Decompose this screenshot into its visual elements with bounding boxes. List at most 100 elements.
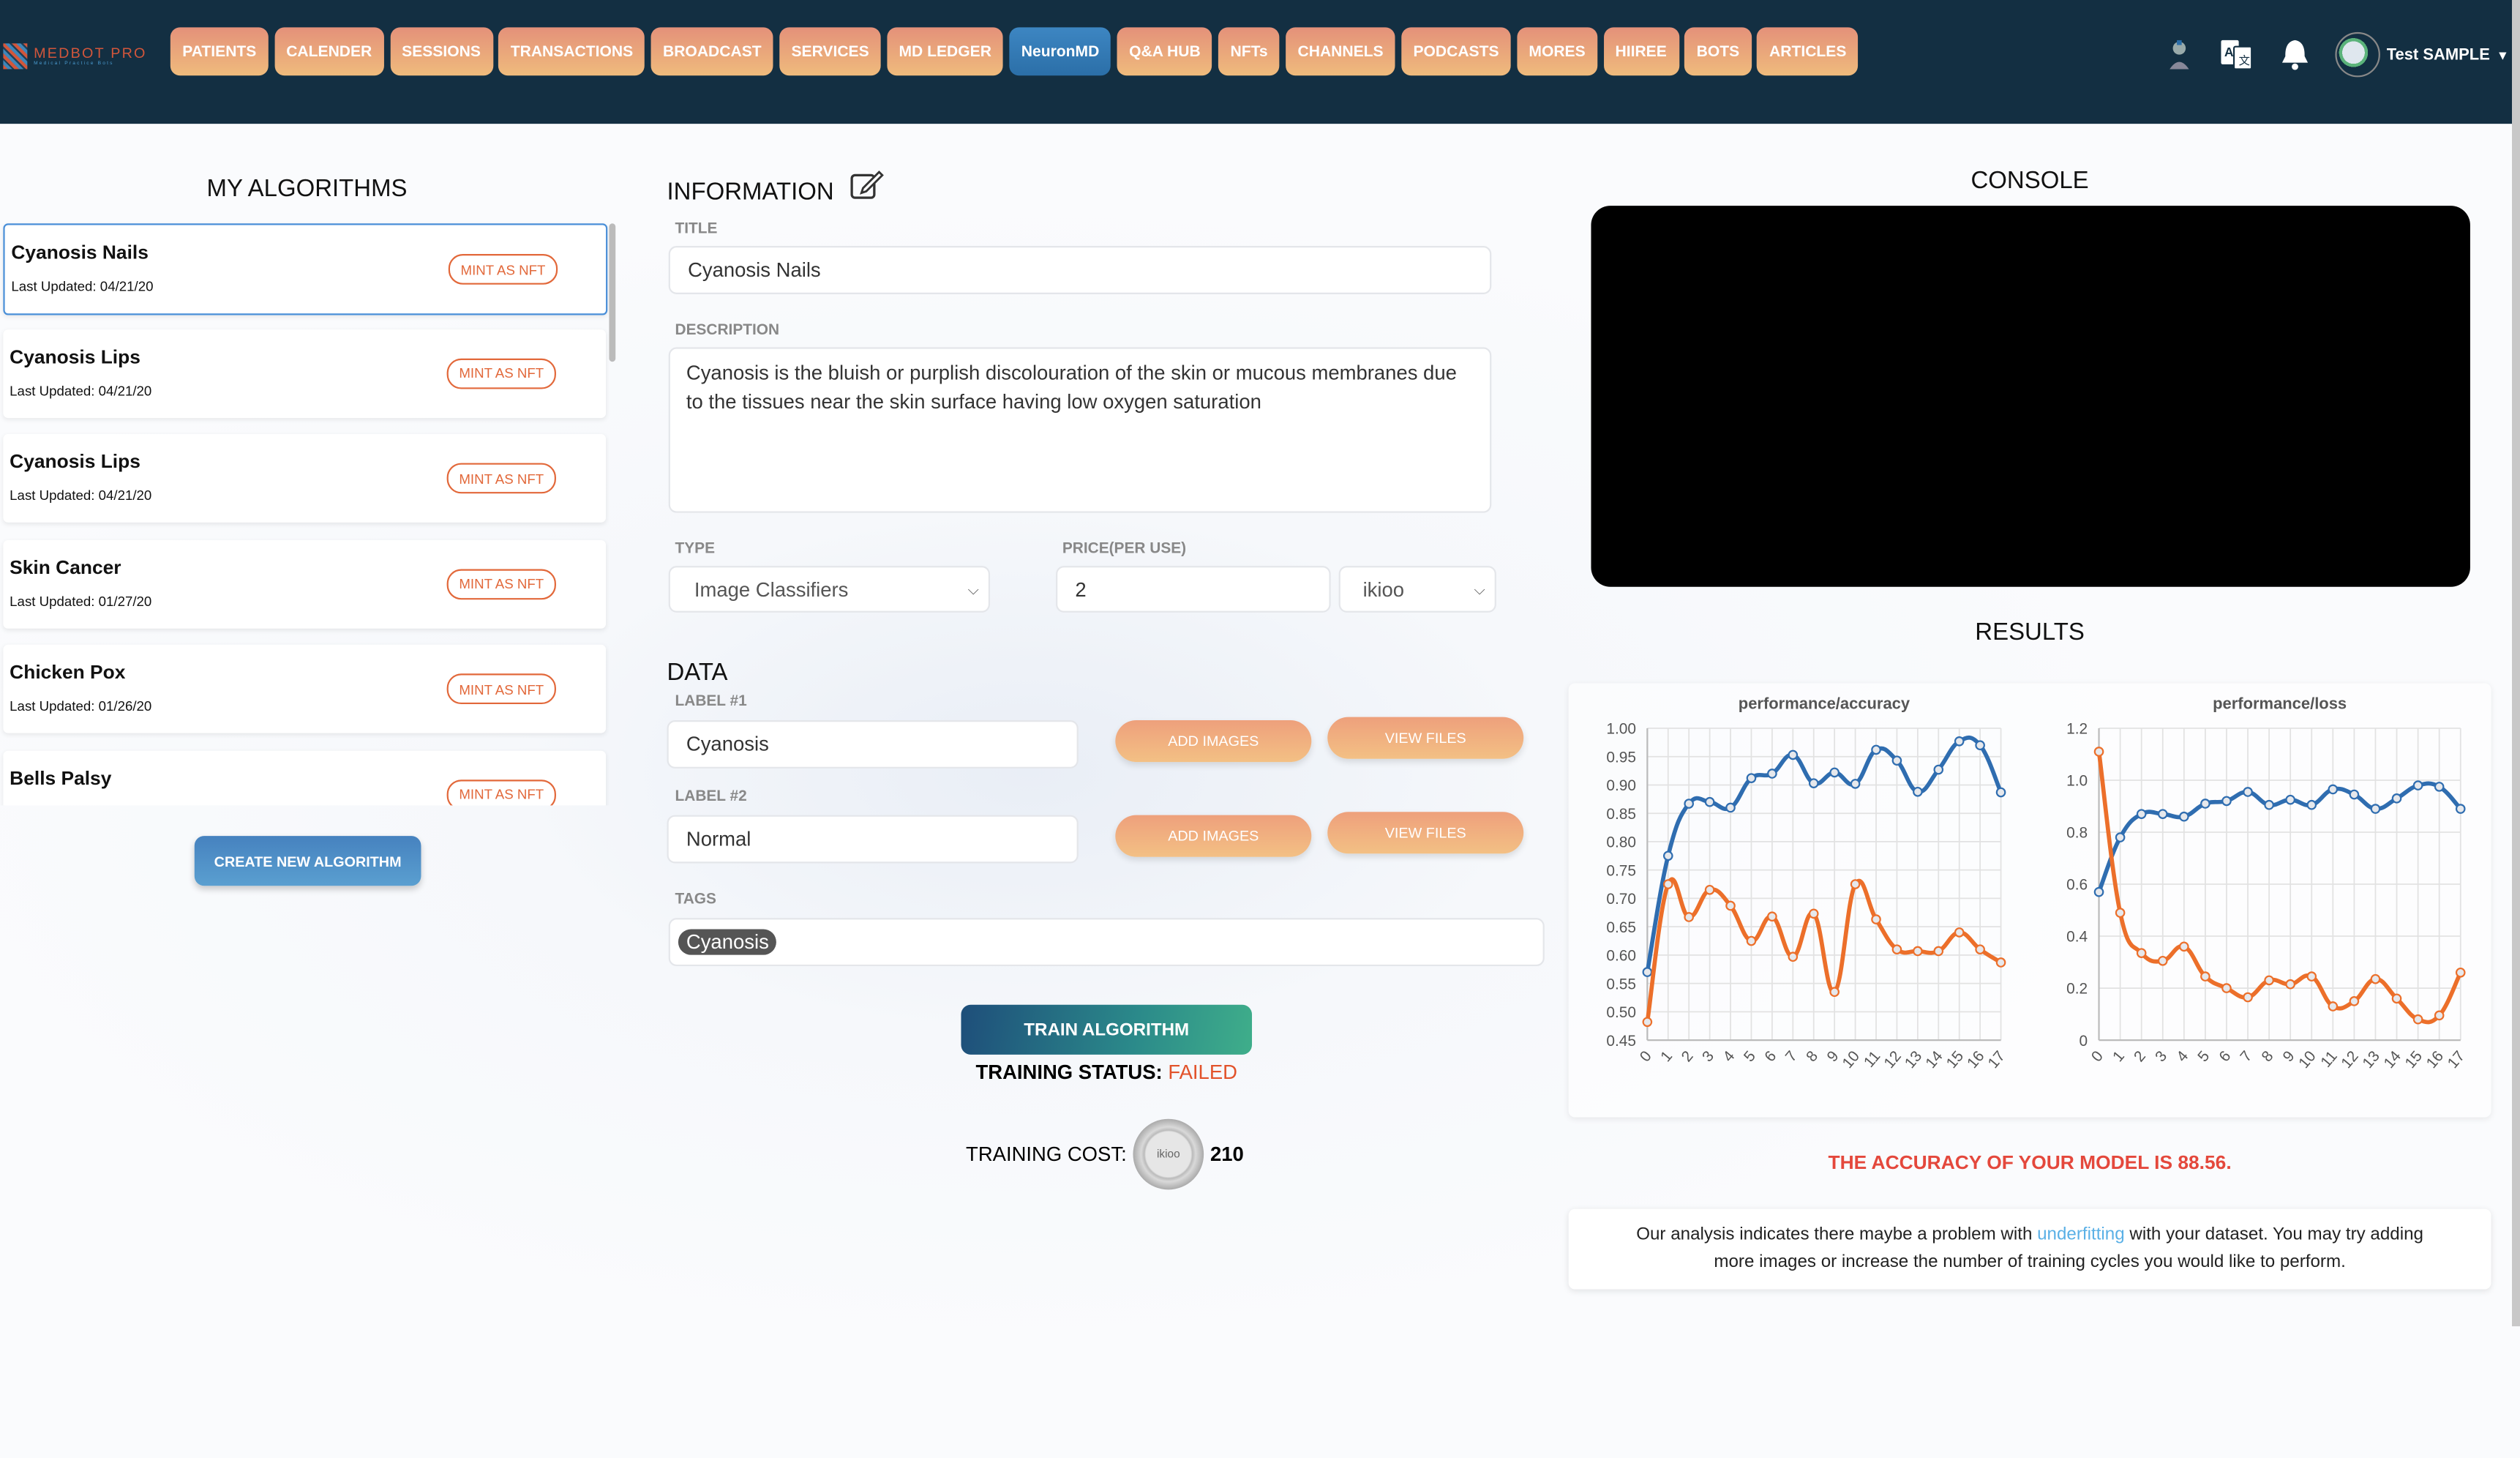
train-algorithm-button[interactable]: TRAIN ALGORITHM bbox=[961, 1004, 1253, 1055]
y-tick-label: 0.95 bbox=[1606, 749, 1636, 766]
my-algorithms-title: MY ALGORITHMS bbox=[206, 175, 408, 203]
price-input[interactable]: 2 bbox=[1056, 566, 1331, 613]
chart-title: performance/accuracy bbox=[1739, 695, 1910, 713]
algorithm-item[interactable]: Chicken Pox Last Updated: 01/26/20 MINT AS… bbox=[3, 644, 607, 733]
bell-icon[interactable] bbox=[2277, 37, 2312, 72]
edit-icon[interactable] bbox=[849, 167, 884, 210]
x-tick-label: 14 bbox=[1922, 1047, 1946, 1072]
nav-hiiree[interactable]: HIIREE bbox=[1603, 27, 1679, 76]
data-point bbox=[1642, 1017, 1653, 1028]
algorithm-item[interactable]: Cyanosis Lips Last Updated: 04/21/20 MINT … bbox=[3, 329, 607, 417]
user-menu[interactable]: Test SAMPLE ▼ bbox=[2335, 31, 2509, 78]
data-point bbox=[2115, 908, 2126, 918]
mint-as-nft-button[interactable]: MINT AS NFT bbox=[446, 673, 556, 705]
label-caption: LABEL #2 bbox=[675, 788, 747, 806]
data-point bbox=[2264, 799, 2274, 810]
data-point bbox=[1850, 879, 1861, 889]
nav-sessions[interactable]: SESSIONS bbox=[389, 27, 493, 76]
mint-as-nft-button[interactable]: MINT AS NFT bbox=[446, 568, 556, 599]
data-point bbox=[2391, 793, 2402, 804]
nav-calender[interactable]: CALENDER bbox=[274, 27, 384, 76]
training-status: TRAINING STATUS: FAILED bbox=[900, 1061, 1313, 1084]
nav-nfts[interactable]: NFTs bbox=[1218, 27, 1280, 76]
x-tick-label: 15 bbox=[1943, 1047, 1968, 1072]
data-point bbox=[2306, 971, 2317, 982]
mint-as-nft-button[interactable]: MINT AS NFT bbox=[446, 779, 556, 806]
data-point bbox=[1913, 786, 1923, 797]
logo[interactable]: MEDBOT PRO Medical Practice Bots bbox=[3, 43, 146, 70]
page-scrollbar[interactable] bbox=[2512, 0, 2520, 1327]
training-status-label: TRAINING STATUS: bbox=[975, 1061, 1163, 1084]
type-select[interactable]: Image Classifiers ⌵ bbox=[668, 566, 991, 613]
data-point bbox=[1746, 773, 1757, 783]
training-status-value: FAILED bbox=[1168, 1061, 1237, 1084]
y-tick-label: 0.75 bbox=[1606, 862, 1636, 879]
nav-mores[interactable]: MORES bbox=[1516, 27, 1598, 76]
x-tick-label: 13 bbox=[1902, 1047, 1926, 1072]
data-point bbox=[1933, 764, 1944, 775]
label-input[interactable]: Normal bbox=[667, 815, 1079, 864]
nav-broadcast[interactable]: BROADCAST bbox=[650, 27, 774, 76]
data-point bbox=[1808, 778, 1819, 788]
nav-patients[interactable]: PATIENTS bbox=[170, 27, 269, 76]
main-nav: PATIENTS CALENDER SESSIONS TRANSACTIONS BROA… bbox=[170, 27, 1859, 76]
x-tick-label: 11 bbox=[1861, 1047, 1884, 1070]
data-point bbox=[2200, 799, 2210, 809]
console-output bbox=[1591, 206, 2470, 587]
user-name: Test SAMPLE bbox=[2386, 45, 2490, 64]
view-files-button[interactable]: VIEW FILES bbox=[1327, 812, 1524, 854]
algorithm-item[interactable]: Skin Cancer Last Updated: 01/27/20 MINT AS… bbox=[3, 539, 607, 628]
nav-q-a-hub[interactable]: Q&A HUB bbox=[1117, 27, 1213, 76]
algorithm-name: Chicken Pox bbox=[10, 660, 126, 684]
label-caption: LABEL #1 bbox=[675, 692, 747, 711]
mint-as-nft-button[interactable]: MINT AS NFT bbox=[446, 463, 556, 494]
algorithm-item[interactable]: Cyanosis Lips Last Updated: 04/21/20 MINT … bbox=[3, 434, 607, 523]
price-label: PRICE(PER USE) bbox=[1062, 540, 1187, 558]
data-point bbox=[1642, 967, 1653, 977]
series-line bbox=[2096, 781, 2462, 893]
mint-as-nft-button[interactable]: MINT AS NFT bbox=[448, 254, 558, 285]
view-files-button[interactable]: VIEW FILES bbox=[1327, 717, 1524, 759]
description-textarea[interactable]: Cyanosis is the bluish or purplish disco… bbox=[668, 347, 1492, 513]
create-new-algorithm-button[interactable]: CREATE NEW ALGORITHM bbox=[194, 836, 421, 886]
add-images-button[interactable]: ADD IMAGES bbox=[1115, 720, 1312, 763]
currency-value: ikioo bbox=[1362, 577, 1405, 601]
training-cost-label: TRAINING COST: bbox=[966, 1143, 1127, 1166]
x-tick-label: 9 bbox=[2280, 1047, 2298, 1065]
x-tick-label: 7 bbox=[1782, 1047, 1801, 1065]
training-cost: TRAINING COST: ikioo 210 bbox=[966, 1118, 1244, 1190]
tags-label: TAGS bbox=[675, 890, 716, 908]
y-tick-label: 0.65 bbox=[1606, 919, 1636, 936]
data-point bbox=[2115, 832, 2126, 842]
algorithm-updated: Last Updated: 04/21/20 bbox=[10, 381, 152, 398]
add-images-button[interactable]: ADD IMAGES bbox=[1115, 815, 1312, 857]
title-input[interactable]: Cyanosis Nails bbox=[668, 246, 1492, 294]
mint-as-nft-button[interactable]: MINT AS NFT bbox=[446, 357, 556, 389]
algorithm-item[interactable]: Cyanosis Nails Last Updated: 04/21/20 MINT… bbox=[3, 223, 608, 315]
nav-podcasts[interactable]: PODCASTS bbox=[1400, 27, 1512, 76]
data-point bbox=[2328, 1001, 2339, 1012]
label-input[interactable]: Cyanosis bbox=[667, 720, 1079, 769]
algorithm-item[interactable]: Bells Palsy MINT AS NFT bbox=[3, 749, 607, 806]
nav-channels[interactable]: CHANNELS bbox=[1286, 27, 1396, 76]
data-point bbox=[1995, 787, 2006, 798]
underfitting-link[interactable]: underfitting bbox=[2037, 1225, 2125, 1245]
tags-input[interactable]: Cyanosis bbox=[668, 918, 1545, 967]
nav-articles[interactable]: ARTICLES bbox=[1757, 27, 1859, 76]
training-cost-value: 210 bbox=[1210, 1143, 1244, 1166]
data-point bbox=[2157, 809, 2168, 819]
nav-neuronmd[interactable]: NeuronMD bbox=[1009, 27, 1111, 76]
nav-services[interactable]: SERVICES bbox=[779, 27, 882, 76]
nav-transactions[interactable]: TRANSACTIONS bbox=[498, 27, 645, 76]
robot-avatar-icon[interactable] bbox=[2161, 37, 2197, 72]
nav-md-ledger[interactable]: MD LEDGER bbox=[887, 27, 1004, 76]
coin-text: ikioo bbox=[1157, 1148, 1180, 1160]
list-scrollbar[interactable] bbox=[609, 223, 616, 362]
data-point bbox=[1662, 879, 1673, 889]
currency-select[interactable]: ikioo ⌵ bbox=[1338, 566, 1496, 613]
tag-chip[interactable]: Cyanosis bbox=[678, 929, 777, 955]
nav-bots[interactable]: BOTS bbox=[1684, 27, 1752, 76]
chart-title: performance/loss bbox=[2213, 695, 2347, 713]
